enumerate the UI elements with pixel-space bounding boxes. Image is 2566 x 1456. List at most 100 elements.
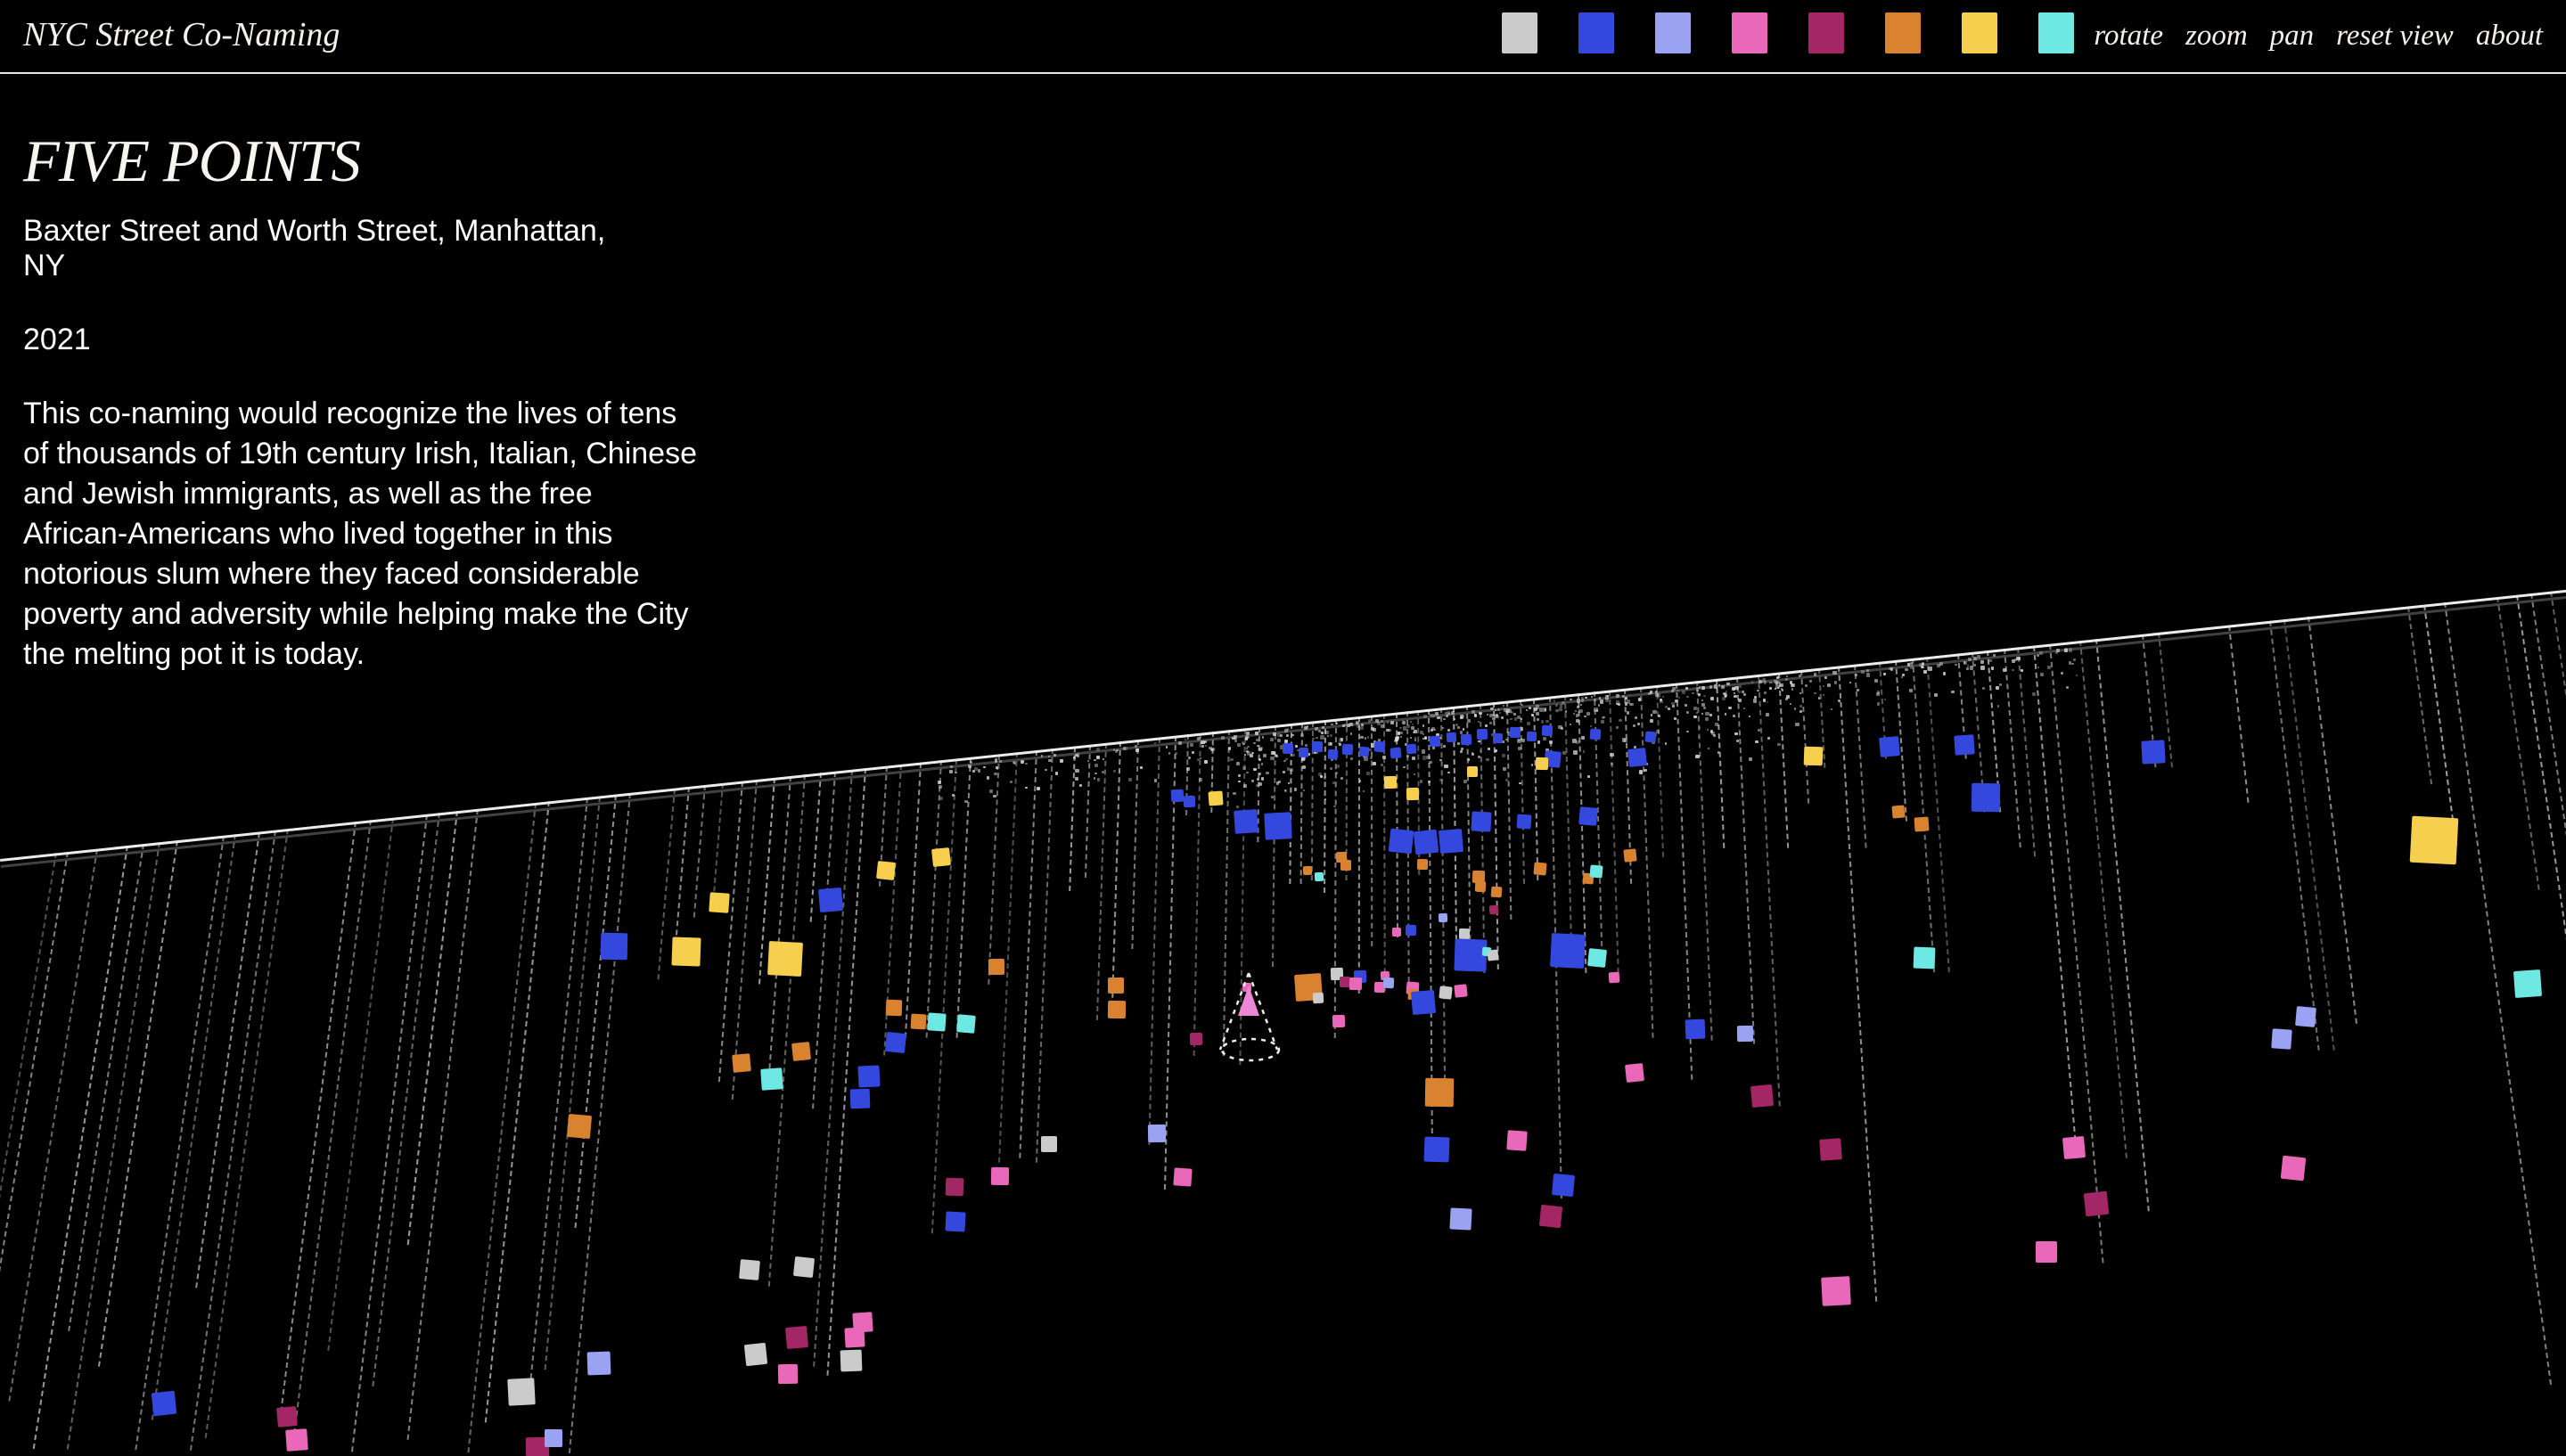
co-naming-cube-orange <box>791 1042 811 1061</box>
color-filter-cyan[interactable] <box>2038 12 2074 53</box>
speckle-dot <box>1301 757 1305 761</box>
speckle-dot <box>1549 740 1553 744</box>
hanging-string <box>673 787 690 961</box>
co-naming-cube-peri <box>1439 913 1447 922</box>
nav-reset-view[interactable]: reset view <box>2336 20 2454 53</box>
speckle-dot <box>1420 780 1422 782</box>
speckle-dot <box>2037 654 2039 657</box>
color-filter-blue[interactable] <box>1578 12 1614 53</box>
nav-rotate[interactable]: rotate <box>2094 20 2163 53</box>
speckle-dot <box>1943 672 1947 675</box>
speckle-dot <box>1677 690 1679 692</box>
hanging-string <box>135 836 225 1450</box>
speckle-dot <box>1135 745 1137 748</box>
speckle-dot <box>1263 754 1267 757</box>
speckle-dot <box>1703 707 1706 709</box>
hanging-string <box>2496 597 2540 890</box>
co-naming-cube-orange <box>1491 887 1503 898</box>
speckle-dot <box>1330 767 1332 770</box>
speckle-dot <box>1253 768 1256 771</box>
speckle-dot <box>1318 773 1322 776</box>
speckle-dot <box>1527 722 1530 725</box>
nav-zoom[interactable]: zoom <box>2185 20 2248 53</box>
speckle-dot <box>1580 704 1582 706</box>
nav-pan[interactable]: pan <box>2270 20 2315 53</box>
speckle-dot <box>1335 772 1338 774</box>
speckle-dot <box>1739 685 1742 688</box>
speckle-dot <box>952 794 955 797</box>
co-naming-cube-cyan <box>1315 872 1324 882</box>
speckle-dot <box>1359 780 1361 781</box>
speckle-dot <box>1371 727 1374 731</box>
co-naming-cube-blue <box>1406 743 1416 754</box>
co-naming-cube-yellow <box>1384 776 1397 789</box>
speckle-dot <box>1403 726 1406 730</box>
speckle-dot <box>1454 718 1455 720</box>
speckle-dot <box>1270 738 1274 741</box>
speckle-dot <box>978 769 980 772</box>
speckle-dot <box>1701 686 1705 690</box>
speckle-dot <box>1102 771 1104 773</box>
speckle-dot <box>1340 738 1343 740</box>
co-naming-cube-magenta <box>1750 1084 1774 1108</box>
co-naming-cube-yellow <box>876 861 896 880</box>
hanging-string <box>1085 745 1091 878</box>
color-filter-orange[interactable] <box>1885 12 1921 53</box>
speckle-dot <box>972 770 975 773</box>
speckle-dot <box>1246 772 1248 773</box>
color-filter-pink[interactable] <box>1732 12 1767 53</box>
speckle-dot <box>1175 752 1177 755</box>
speckle-dot <box>1619 719 1621 722</box>
co-naming-cube-pink <box>1454 984 1467 997</box>
color-filter-periwinkle[interactable] <box>1655 12 1691 53</box>
co-naming-cube-blue <box>1461 734 1472 745</box>
speckle-dot <box>1696 712 1698 714</box>
hanging-string <box>190 830 276 1451</box>
speckle-dot <box>1472 710 1475 714</box>
hanging-string <box>1533 699 1538 880</box>
speckle-dot <box>1422 756 1426 759</box>
speckle-dot <box>1381 764 1383 766</box>
co-naming-cube-orange <box>1425 1078 1455 1108</box>
speckle-dot <box>1890 667 1894 671</box>
speckle-dot <box>1305 744 1308 747</box>
co-naming-cube-blue <box>2141 740 2165 764</box>
speckle-dot <box>1295 745 1298 748</box>
color-filter-gray[interactable] <box>1502 12 1537 53</box>
color-filter-yellow[interactable] <box>1962 12 1997 53</box>
color-filter-magenta[interactable] <box>1808 12 1844 53</box>
speckle-dot <box>1884 699 1886 700</box>
speckle-dot <box>1406 724 1410 728</box>
speckle-dot <box>1672 705 1675 708</box>
co-naming-cube-orange <box>1475 881 1487 893</box>
co-naming-cube-gray <box>739 1259 760 1280</box>
co-naming-cube-gray <box>1313 993 1324 1004</box>
nav-about[interactable]: about <box>2476 20 2543 53</box>
speckle-dot <box>1253 742 1256 745</box>
co-naming-cube-cyan <box>1589 864 1603 878</box>
speckle-dot <box>2037 667 2039 668</box>
speckle-dot <box>1048 756 1050 757</box>
speckle-dot <box>1655 693 1659 697</box>
speckle-dot <box>1726 683 1729 685</box>
speckle-dot <box>1251 752 1254 755</box>
speckle-dot <box>2040 673 2044 676</box>
street-title: FIVE POINTS <box>23 127 360 196</box>
hanging-string <box>1912 658 1935 972</box>
speckle-dot <box>1200 757 1201 759</box>
speckle-dot <box>1581 699 1584 701</box>
speckle-dot <box>1246 732 1250 735</box>
speckle-dot <box>1228 747 1231 749</box>
co-naming-cube-peri <box>2271 1028 2291 1049</box>
speckle-dot <box>1909 689 1913 692</box>
speckle-dot <box>1316 737 1317 739</box>
speckle-dot <box>1166 746 1168 748</box>
speckle-dot <box>1094 764 1098 767</box>
speckle-dot <box>1775 683 1777 684</box>
speckle-dot <box>1598 704 1600 706</box>
speckle-dot <box>1238 774 1242 778</box>
speckle-dot <box>1457 742 1460 745</box>
speckle-dot <box>1426 756 1430 759</box>
co-naming-cube-blue <box>1171 789 1185 803</box>
speckle-dot <box>1406 755 1409 757</box>
